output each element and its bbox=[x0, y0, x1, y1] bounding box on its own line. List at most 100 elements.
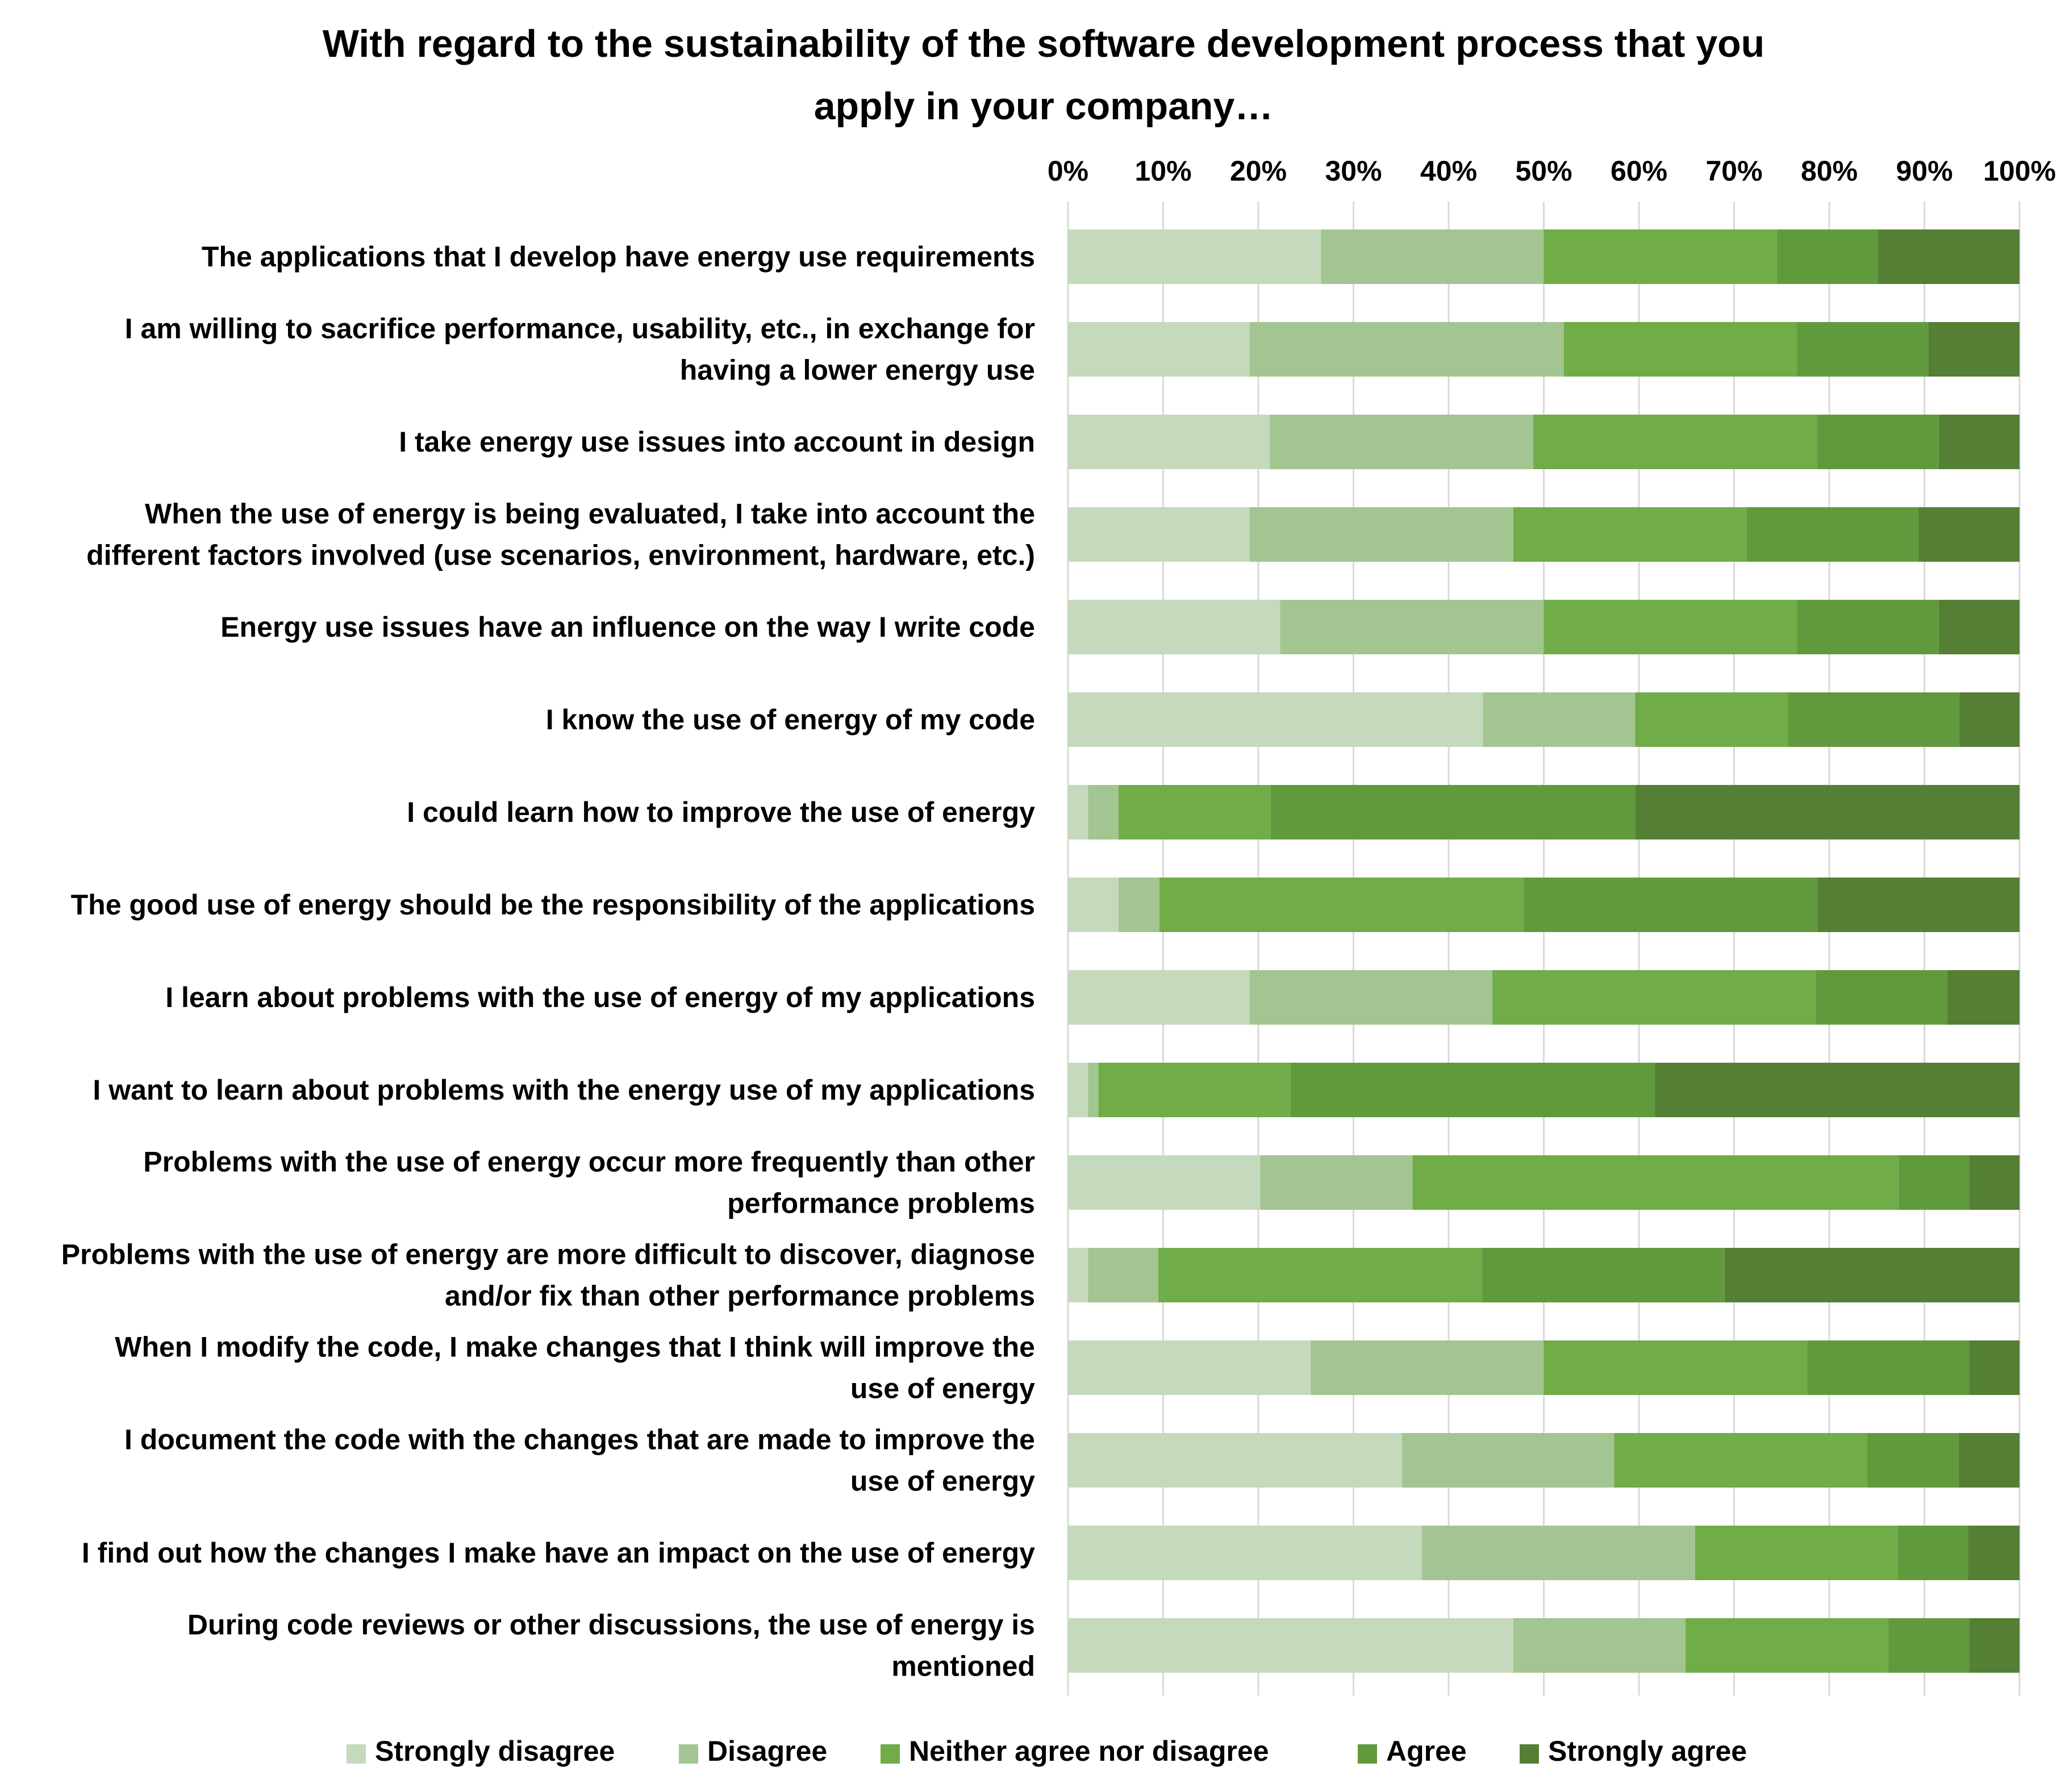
bar-segment-row-15-strongly-disagree bbox=[1068, 1526, 1422, 1580]
category-labels: The applications that I develop have ene… bbox=[61, 241, 1035, 1682]
bar-segment-row-10-strongly-disagree bbox=[1068, 1063, 1088, 1117]
bar-segment-row-13-strongly-agree bbox=[1969, 1340, 2020, 1395]
category-label-row-8: The good use of energy should be the res… bbox=[71, 889, 1035, 921]
bar-segment-row-10-neither-agree-nor-disagree bbox=[1098, 1063, 1291, 1117]
bar-segment-row-6-disagree bbox=[1483, 692, 1636, 747]
bar-segment-row-11-disagree bbox=[1260, 1155, 1413, 1210]
legend-swatch-strongly-agree bbox=[1520, 1744, 1539, 1764]
bar-segment-row-7-neither-agree-nor-disagree bbox=[1118, 785, 1271, 839]
bar-segment-row-15-disagree bbox=[1422, 1526, 1695, 1580]
category-label-row-12: Problems with the use of energy are more… bbox=[61, 1239, 1035, 1312]
bar-segment-row-2-neither-agree-nor-disagree bbox=[1563, 322, 1797, 377]
bar-segment-row-15-agree bbox=[1897, 1526, 1968, 1580]
category-label-row-1: The applications that I develop have ene… bbox=[202, 241, 1035, 273]
bar-segment-row-7-strongly-agree bbox=[1635, 785, 2020, 839]
legend-label-agree: Agree bbox=[1386, 1735, 1467, 1767]
legend-label-strongly-agree: Strongly agree bbox=[1548, 1735, 1747, 1767]
x-tick-label-10: 10% bbox=[1134, 155, 1191, 187]
x-tick-label-60: 60% bbox=[1611, 155, 1667, 187]
legend-label-strongly-disagree: Strongly disagree bbox=[375, 1735, 615, 1767]
legend-swatch-strongly-disagree bbox=[347, 1744, 366, 1764]
bar-segment-row-16-disagree bbox=[1513, 1618, 1686, 1673]
bar-segment-row-3-agree bbox=[1817, 415, 1939, 469]
bar-segment-row-10-strongly-agree bbox=[1655, 1063, 2020, 1117]
category-label-row-13: When I modify the code, I make changes t… bbox=[115, 1331, 1035, 1405]
bar-segment-row-8-neither-agree-nor-disagree bbox=[1159, 878, 1524, 932]
bar-segment-row-4-strongly-disagree bbox=[1068, 507, 1250, 562]
category-label-row-11: Problems with the use of energy occur mo… bbox=[143, 1146, 1035, 1219]
bar-segment-row-16-strongly-disagree bbox=[1068, 1618, 1513, 1673]
legend: Strongly disagree Disagree Neither agree n… bbox=[347, 1735, 1747, 1767]
category-label-row-9: I learn about problems with the use of e… bbox=[165, 981, 1035, 1013]
bar-segments bbox=[1068, 229, 2020, 1673]
chart-title: With regard to the sustainability of the… bbox=[323, 22, 1764, 128]
bar-segment-row-10-disagree bbox=[1088, 1063, 1099, 1117]
category-label-row-7: I could learn how to improve the use of … bbox=[407, 796, 1035, 828]
bar-segment-row-13-disagree bbox=[1311, 1340, 1544, 1395]
bar-segment-row-4-disagree bbox=[1249, 507, 1513, 562]
x-tick-label-100: 100% bbox=[1983, 155, 2056, 187]
bar-segment-row-1-disagree bbox=[1321, 229, 1544, 284]
bar-segment-row-2-disagree bbox=[1249, 322, 1564, 377]
bar-segment-row-3-strongly-agree bbox=[1938, 415, 2020, 469]
bar-segment-row-5-strongly-disagree bbox=[1068, 600, 1280, 654]
bar-segment-row-5-neither-agree-nor-disagree bbox=[1543, 600, 1797, 654]
bar-segment-row-6-neither-agree-nor-disagree bbox=[1635, 692, 1788, 747]
category-label-row-5: Energy use issues have an influence on t… bbox=[220, 611, 1035, 643]
bar-segment-row-13-strongly-disagree bbox=[1068, 1340, 1311, 1395]
bar-segment-row-9-strongly-disagree bbox=[1068, 970, 1250, 1025]
bar-segment-row-3-neither-agree-nor-disagree bbox=[1533, 415, 1817, 469]
legend-swatch-disagree bbox=[679, 1744, 698, 1764]
bar-segment-row-15-neither-agree-nor-disagree bbox=[1695, 1526, 1898, 1580]
bar-segment-row-7-strongly-disagree bbox=[1068, 785, 1088, 839]
bar-segment-row-12-neither-agree-nor-disagree bbox=[1158, 1248, 1482, 1302]
bar-segment-row-4-strongly-agree bbox=[1918, 507, 2020, 562]
bar-segment-row-3-strongly-disagree bbox=[1068, 415, 1270, 469]
bar-segment-row-11-neither-agree-nor-disagree bbox=[1412, 1155, 1899, 1210]
bar-segment-row-9-neither-agree-nor-disagree bbox=[1492, 970, 1816, 1025]
bar-segment-row-4-neither-agree-nor-disagree bbox=[1513, 507, 1747, 562]
bar-segment-row-16-neither-agree-nor-disagree bbox=[1686, 1618, 1888, 1673]
legend-swatch-agree bbox=[1358, 1744, 1377, 1764]
x-tick-label-20: 20% bbox=[1230, 155, 1287, 187]
bar-segment-row-11-strongly-agree bbox=[1969, 1155, 2020, 1210]
legend-label-neither-agree-nor-disagree: Neither agree nor disagree bbox=[909, 1735, 1269, 1767]
x-tick-label-90: 90% bbox=[1896, 155, 1953, 187]
bar-segment-row-11-agree bbox=[1899, 1155, 1970, 1210]
category-label-row-16: During code reviews or other discussions… bbox=[187, 1609, 1035, 1682]
legend-swatch-neither-agree-nor-disagree bbox=[881, 1744, 900, 1764]
bar-segment-row-8-agree bbox=[1524, 878, 1818, 932]
bar-segment-row-14-strongly-disagree bbox=[1068, 1433, 1402, 1488]
bar-segment-row-9-strongly-agree bbox=[1947, 970, 2020, 1025]
bar-segment-row-6-strongly-agree bbox=[1959, 692, 2020, 747]
category-label-row-6: I know the use of energy of my code bbox=[546, 704, 1035, 736]
category-label-row-2: I am willing to sacrifice performance, u… bbox=[125, 313, 1035, 386]
bar-segment-row-6-agree bbox=[1787, 692, 1960, 747]
bar-segment-row-16-strongly-agree bbox=[1969, 1618, 2020, 1673]
bar-segment-row-5-agree bbox=[1797, 600, 1939, 654]
bar-segment-row-14-neither-agree-nor-disagree bbox=[1614, 1433, 1867, 1488]
x-tick-label-30: 30% bbox=[1325, 155, 1382, 187]
x-axis-tick-labels: 0% 10% 20% 30% 40% 50% 60% 70% 80% 90% 100% bbox=[1048, 155, 2056, 187]
category-label-row-14: I document the code with the changes tha… bbox=[124, 1424, 1035, 1497]
bar-segment-row-7-agree bbox=[1270, 785, 1636, 839]
x-tick-label-70: 70% bbox=[1705, 155, 1762, 187]
bar-segment-row-5-disagree bbox=[1280, 600, 1544, 654]
bar-segment-row-3-disagree bbox=[1270, 415, 1534, 469]
category-label-row-10: I want to learn about problems with the … bbox=[93, 1074, 1035, 1106]
bar-segment-row-5-strongly-agree bbox=[1938, 600, 2020, 654]
bar-segment-row-1-agree bbox=[1776, 229, 1878, 284]
bar-segment-row-1-strongly-disagree bbox=[1068, 229, 1321, 284]
bar-segment-row-11-strongly-disagree bbox=[1068, 1155, 1261, 1210]
bar-segment-row-12-strongly-disagree bbox=[1068, 1248, 1088, 1302]
bar-segment-row-10-agree bbox=[1290, 1063, 1655, 1117]
bar-segment-row-12-strongly-agree bbox=[1724, 1248, 2020, 1302]
bar-segment-row-2-strongly-agree bbox=[1928, 322, 2020, 377]
bar-segment-row-9-disagree bbox=[1249, 970, 1493, 1025]
category-label-row-3: I take energy use issues into account in… bbox=[399, 426, 1035, 458]
bar-segment-row-1-neither-agree-nor-disagree bbox=[1543, 229, 1777, 284]
bar-segment-row-4-agree bbox=[1746, 507, 1919, 562]
bar-segment-row-14-strongly-agree bbox=[1958, 1433, 2020, 1488]
bar-segment-row-14-agree bbox=[1867, 1433, 1959, 1488]
